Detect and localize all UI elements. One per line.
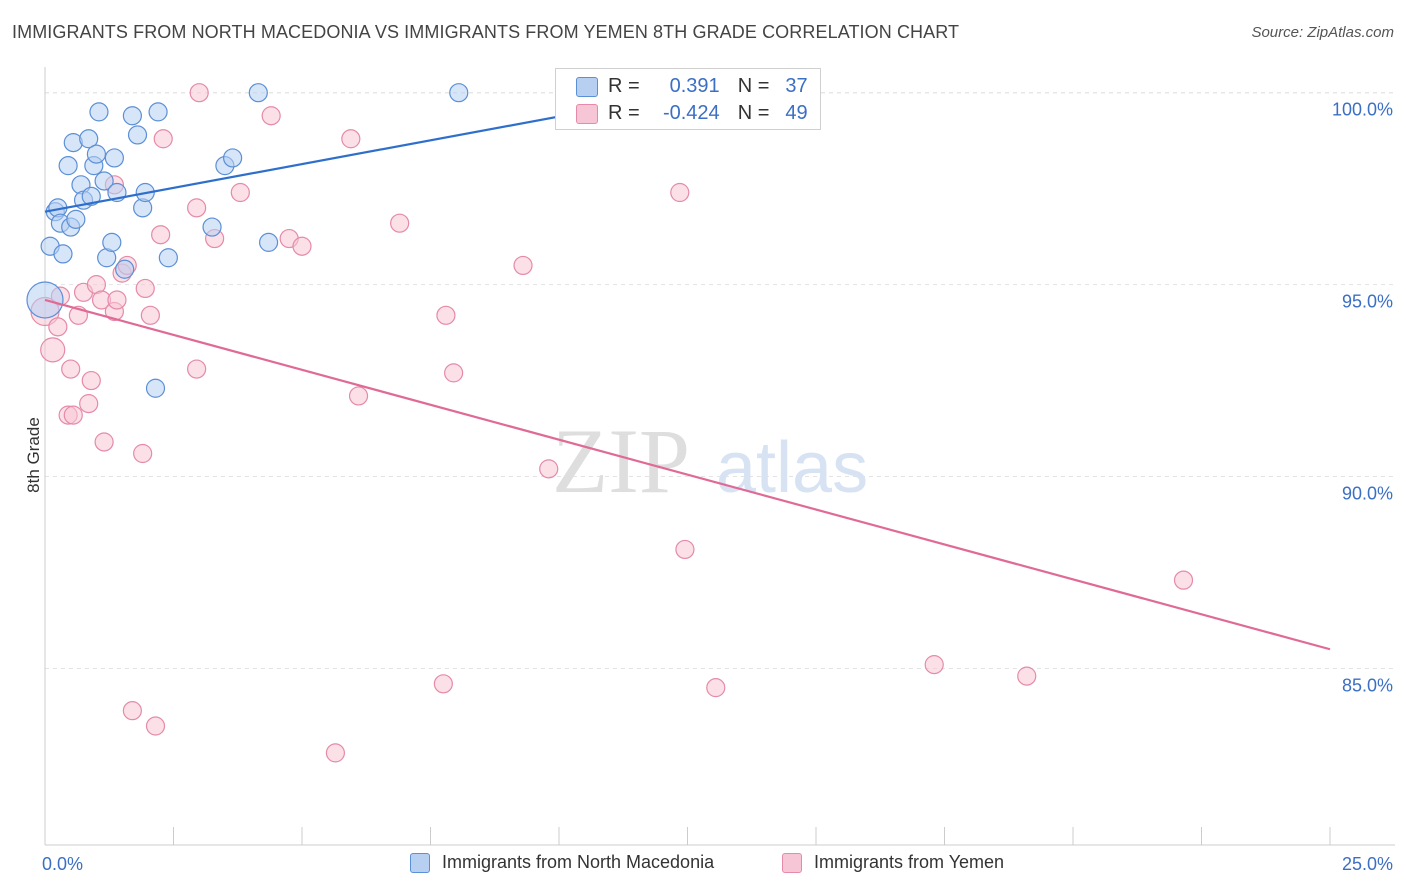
yemen-point bbox=[153, 129, 173, 149]
yemen-point bbox=[81, 370, 101, 391]
yemen-point bbox=[135, 278, 155, 299]
north-macedonia-point bbox=[258, 232, 279, 252]
north-macedonia-point bbox=[127, 125, 148, 145]
yemen-point bbox=[444, 363, 464, 383]
stats-legend: R = 0.391 N = 37 R = -0.424 N = 49 bbox=[555, 68, 821, 130]
yemen-point bbox=[133, 443, 153, 464]
yemen-point bbox=[79, 394, 99, 414]
yemen-point bbox=[48, 317, 68, 337]
yemen-point bbox=[341, 129, 361, 149]
yemen-point bbox=[390, 213, 410, 233]
north-macedonia-point bbox=[94, 171, 114, 191]
blue-swatch bbox=[410, 852, 430, 873]
legend-label: Immigrants from Yemen bbox=[814, 852, 1005, 872]
yemen-point bbox=[187, 359, 207, 379]
r-value: 0.391 bbox=[669, 75, 720, 97]
yemen-point bbox=[924, 655, 944, 675]
yemen-point bbox=[433, 674, 453, 694]
yemen-point bbox=[151, 225, 171, 245]
north-macedonia-point bbox=[449, 83, 469, 103]
north-macedonia-point bbox=[89, 102, 109, 122]
r-value: -0.424 bbox=[662, 102, 720, 124]
yemen-trend-line bbox=[44, 298, 1331, 651]
yemen-point bbox=[1173, 570, 1194, 590]
stats-row-north-macedonia: R = 0.391 N = 37 bbox=[576, 75, 808, 98]
north-macedonia-point bbox=[248, 83, 268, 103]
north-macedonia-point bbox=[66, 209, 86, 229]
tick-labels: 100.0% 95.0% 90.0% 85.0% 0.0% 25.0% bbox=[42, 100, 1393, 874]
yemen-point bbox=[706, 678, 726, 698]
watermark-zip: ZIP bbox=[552, 410, 690, 512]
n-label: N = bbox=[737, 102, 770, 124]
yemen-point bbox=[513, 255, 533, 276]
y-tick-label: 90.0% bbox=[1342, 484, 1393, 504]
yemen-point bbox=[539, 459, 559, 479]
yemen-point bbox=[230, 182, 250, 203]
yemen-point bbox=[122, 701, 142, 721]
trend-lines bbox=[44, 91, 1331, 651]
yemen-point bbox=[61, 359, 81, 379]
north-macedonia-point bbox=[86, 144, 107, 164]
north-macedonia-points bbox=[26, 83, 705, 398]
yemen-point bbox=[107, 290, 127, 310]
north-macedonia-point bbox=[122, 106, 142, 126]
north-macedonia-point bbox=[148, 102, 168, 122]
yemen-point bbox=[1017, 666, 1037, 686]
north-macedonia-point bbox=[102, 232, 122, 252]
yemen-point bbox=[189, 83, 209, 103]
y-tick-label: 100.0% bbox=[1332, 100, 1393, 120]
x-tick-label: 25.0% bbox=[1342, 854, 1393, 874]
pink-swatch bbox=[576, 103, 598, 124]
north-macedonia-point bbox=[81, 186, 101, 206]
yemen-point bbox=[63, 405, 83, 425]
north-macedonia-point bbox=[223, 148, 243, 168]
yemen-points bbox=[30, 83, 1194, 763]
y-tick-label: 95.0% bbox=[1342, 292, 1393, 312]
yemen-point bbox=[325, 743, 346, 763]
legend-item-yemen[interactable]: Immigrants from Yemen bbox=[782, 852, 1004, 873]
north-macedonia-point bbox=[202, 217, 222, 237]
yemen-point bbox=[670, 182, 690, 203]
yemen-point bbox=[261, 106, 281, 126]
pink-swatch bbox=[782, 852, 802, 873]
north-macedonia-point bbox=[58, 156, 78, 176]
legend-label: Immigrants from North Macedonia bbox=[442, 852, 715, 872]
n-value: 49 bbox=[785, 102, 808, 124]
stats-row-yemen: R = -0.424 N = 49 bbox=[576, 102, 808, 125]
north-macedonia-point bbox=[53, 244, 73, 264]
yemen-point bbox=[348, 386, 369, 406]
yemen-point bbox=[40, 337, 66, 363]
yemen-point bbox=[292, 236, 312, 256]
blue-swatch bbox=[576, 76, 598, 97]
yemen-point bbox=[187, 198, 207, 218]
north-macedonia-point bbox=[115, 259, 135, 279]
north-macedonia-point bbox=[79, 129, 99, 149]
r-label: R = bbox=[608, 75, 640, 97]
n-value: 37 bbox=[785, 75, 808, 97]
yemen-point bbox=[140, 305, 160, 325]
axes bbox=[44, 67, 1395, 846]
north-macedonia-point bbox=[145, 378, 166, 398]
yemen-point bbox=[145, 716, 166, 736]
y-axis-label: 8th Grade bbox=[24, 417, 43, 493]
yemen-point bbox=[436, 305, 456, 325]
r-label: R = bbox=[608, 102, 640, 124]
watermark-atlas: atlas bbox=[716, 428, 868, 508]
yemen-point bbox=[94, 432, 114, 452]
north-macedonia-point bbox=[158, 248, 178, 268]
x-tick-label: 0.0% bbox=[42, 854, 83, 874]
north-macedonia-point bbox=[104, 148, 124, 168]
source-note: Source: ZipAtlas.com bbox=[1251, 24, 1394, 41]
chart-title: IMMIGRANTS FROM NORTH MACEDONIA VS IMMIG… bbox=[12, 22, 960, 42]
y-tick-label: 85.0% bbox=[1342, 675, 1393, 695]
legend-item-north-macedonia[interactable]: Immigrants from North Macedonia bbox=[410, 852, 714, 873]
yemen-point bbox=[675, 539, 695, 560]
n-label: N = bbox=[737, 75, 770, 97]
